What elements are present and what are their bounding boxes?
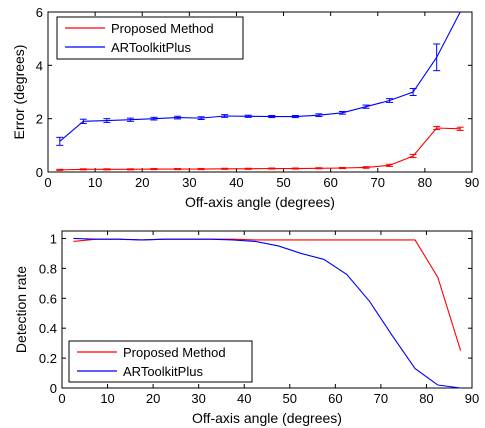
chart1-ytick-label: 6 [36,5,43,20]
chart1-legend-label: Proposed Method [111,21,214,36]
chart2-series-2 [73,237,461,389]
chart1-xtick-label: 70 [371,175,385,190]
chart2-series-line [73,237,461,389]
chart2-xtick-label: 0 [58,391,65,406]
chart2-xtick-label: 60 [328,391,342,406]
chart2-ytick-label: 0 [50,381,57,396]
chart1-xlabel: Off-axis angle (degrees) [185,194,335,210]
chart1-xtick-label: 20 [135,175,149,190]
chart2-xtick-label: 20 [146,391,160,406]
chart1-ytick-label: 2 [36,112,43,127]
chart2-xtick-label: 90 [465,391,479,406]
chart2-ytick-label: 0.2 [39,351,57,366]
chart1-series-line [59,127,461,171]
chart2-legend: Proposed Method ARToolkitPlus [68,340,253,383]
chart1-series-1 [56,125,464,171]
chart2-xtick-label: 80 [419,391,433,406]
chart2-xtick-label: 70 [374,391,388,406]
chart2-group: 0 10 20 30 40 50 60 70 80 90 0 0.2 0.4 0.6 0.8 1 Off-axi… [13,230,479,426]
chart2-axes-box [61,230,473,389]
chart1-legend: Proposed Method ARToolkitPlus [56,16,244,60]
chart2-xtick-label: 50 [283,391,297,406]
chart2-legend-label: ARToolkitPlus [123,364,203,379]
chart2-xtick-label: 40 [237,391,251,406]
chart2-legend-label: Proposed Method [123,345,226,360]
chart1-series-2 [56,11,461,146]
chart2-ytick-label: 0.6 [39,291,57,306]
chart1-axes-box [47,11,473,173]
chart1-xtick-label: 80 [418,175,432,190]
chart1-legend-label: ARToolkitPlus [111,40,191,55]
chart2-xtick-label: 10 [100,391,114,406]
chart1-xtick-label: 90 [465,175,479,190]
chart1-group: 0 10 20 30 40 50 60 70 80 90 0 2 4 6 Off-axis angle (d… [11,5,479,210]
chart2-xlabel: Off-axis angle (degrees) [192,410,342,426]
chart1-series-line [59,11,461,142]
chart1-ytick-label: 4 [36,58,43,73]
chart1-xtick-label: 10 [88,175,102,190]
chart1-ylabel: Error (degrees) [11,45,27,140]
chart2-legend-box [68,340,253,383]
chart1-xtick-label: 40 [229,175,243,190]
chart1-legend-box [56,16,244,60]
chart2-ytick-label: 1 [50,231,57,246]
chart1-xtick-label: 30 [182,175,196,190]
chart2-ylabel: Detection rate [13,266,29,353]
chart1-xtick-label: 0 [44,175,51,190]
chart1-xtick-label: 60 [323,175,337,190]
chart2-xtick-label: 30 [191,391,205,406]
chart1-ytick-label: 0 [36,165,43,180]
chart2-ytick-label: 0.4 [39,321,57,336]
chart2-ytick-label: 0.8 [39,261,57,276]
chart1-xtick-label: 50 [276,175,290,190]
